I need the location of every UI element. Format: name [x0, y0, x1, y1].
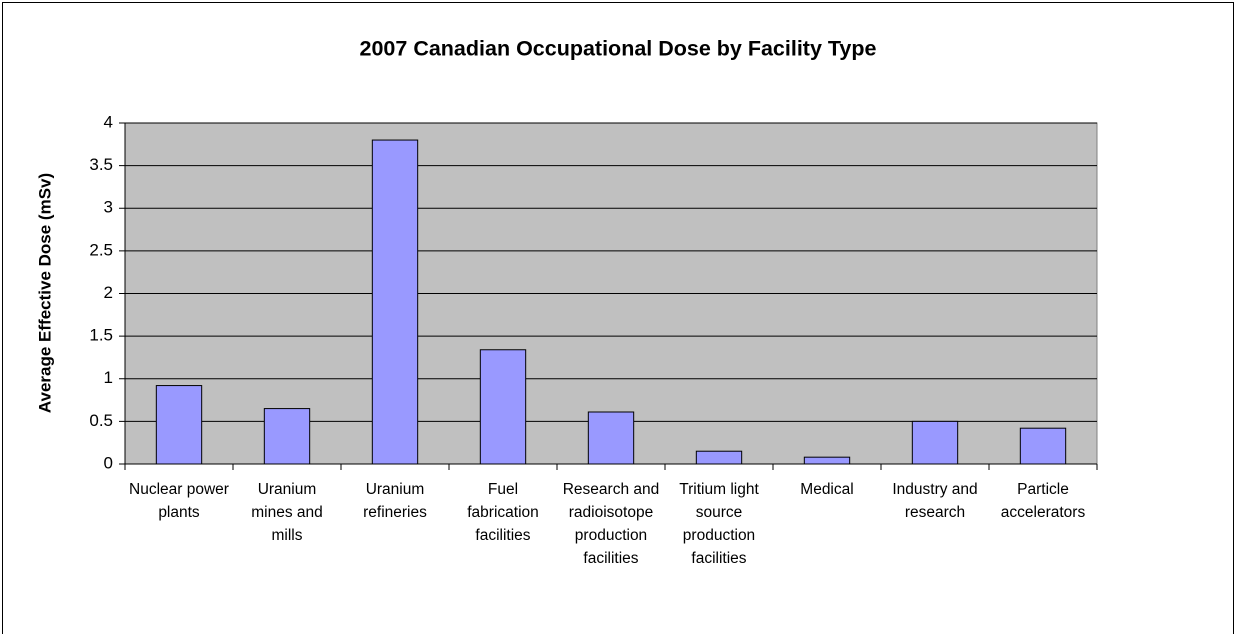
bar	[155, 385, 203, 465]
bar	[371, 139, 419, 465]
x-tick-label-box: Industry and research	[892, 481, 978, 521]
bar	[479, 349, 527, 465]
y-axis-label: Average Effective Dose (mSv)	[35, 173, 54, 413]
x-tick-label-box: Tritium light source production faciliti…	[679, 481, 759, 567]
y-tick-label: 2	[104, 283, 113, 302]
bar	[1019, 427, 1067, 465]
x-tick-label-box: Uranium refineries	[363, 481, 427, 521]
bar	[695, 450, 743, 465]
x-tick-label: Tritium light source production faciliti…	[679, 481, 759, 567]
y-tick-label: 3.5	[89, 155, 113, 174]
x-tick-label: Industry and research	[892, 481, 978, 521]
bar	[911, 420, 959, 465]
bar	[263, 408, 311, 465]
x-tick-label-box: Particle accelerators	[1000, 481, 1086, 521]
x-tick-label-box: Research and radioisotope production fac…	[562, 481, 660, 567]
x-tick-label: Nuclear power plants	[129, 481, 229, 521]
x-tick-label: Research and radioisotope production fac…	[562, 481, 660, 567]
x-tick-label: Fuel fabrication facilities	[467, 481, 539, 544]
y-tick-label: 3	[104, 198, 113, 217]
y-tick-label: 1.5	[89, 326, 113, 345]
x-tick-label-box: Nuclear power plants	[129, 481, 229, 521]
x-tick-label-box: Uranium mines and mills	[251, 481, 323, 544]
x-tick-label: Uranium refineries	[363, 481, 427, 521]
y-tick-label: 1	[104, 368, 113, 387]
y-tick-label: 2.5	[89, 240, 113, 259]
y-tick-label: 0.5	[89, 411, 113, 430]
chart-title: 2007 Canadian Occupational Dose by Facil…	[360, 37, 877, 61]
y-tick-label: 0	[104, 453, 113, 472]
x-tick-label: Uranium mines and mills	[251, 481, 323, 544]
x-tick-label-box: Fuel fabrication facilities	[467, 481, 539, 544]
y-tick-label: 4	[104, 112, 113, 131]
x-tick-label: Particle accelerators	[1000, 481, 1086, 521]
bar	[803, 456, 851, 465]
x-tick-label-box: Medical	[800, 481, 854, 498]
x-tick-label: Medical	[800, 481, 854, 498]
bar	[587, 411, 635, 465]
